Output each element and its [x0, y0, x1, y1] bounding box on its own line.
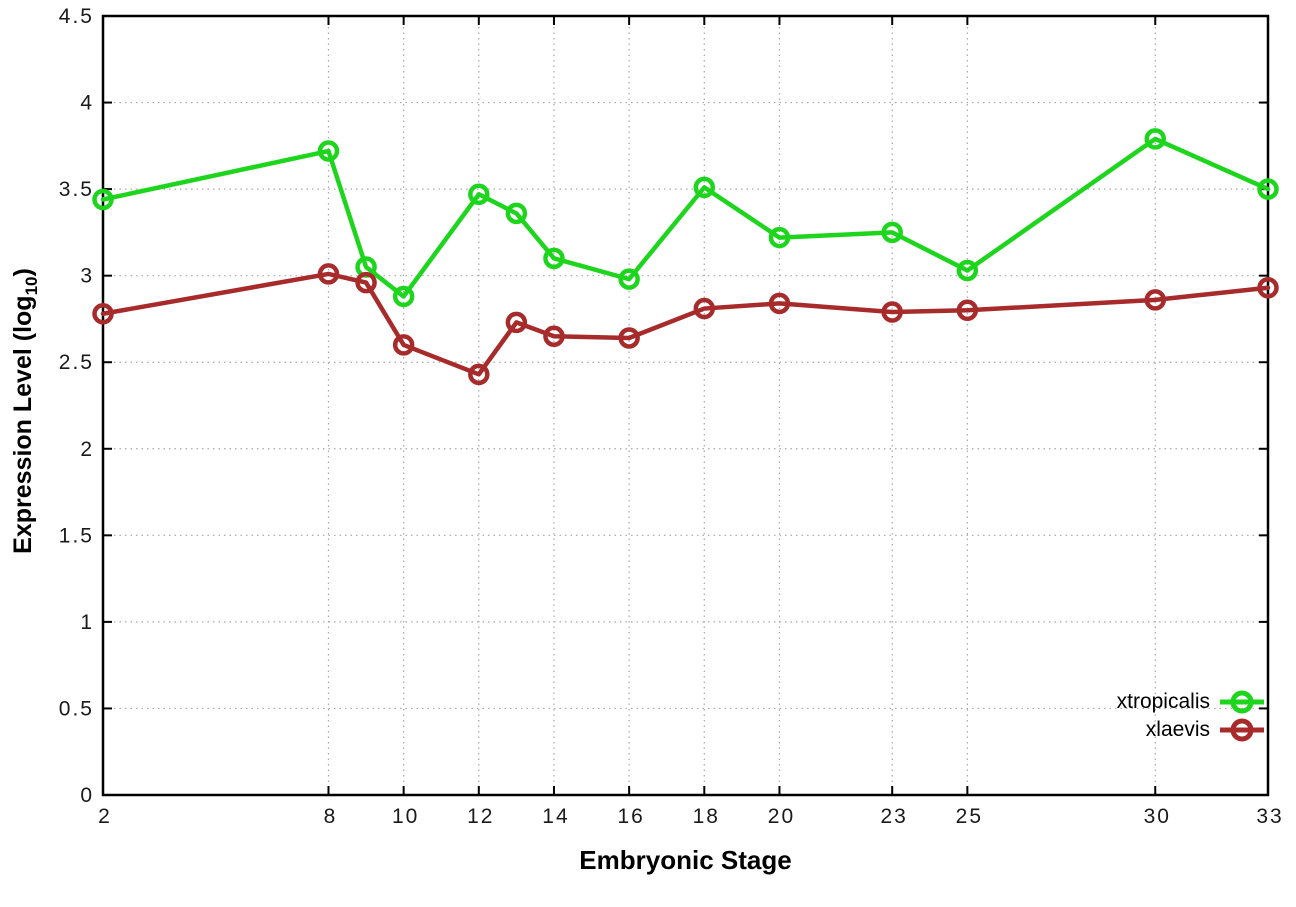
y-axis-title-suffix: ) [9, 268, 37, 277]
data-point-marker-xtropicalis [956, 259, 979, 282]
data-point-marker-xlaevis [1144, 289, 1167, 311]
legend-marker-circle-icon [1220, 718, 1264, 742]
y-tick-label: 2.5 [59, 351, 94, 374]
data-point-marker-xtropicalis [505, 202, 528, 225]
data-point-marker-xlaevis [956, 299, 979, 322]
x-tick-label: 12 [467, 805, 494, 828]
data-point-marker-xtropicalis [693, 176, 716, 199]
data-point-marker-xlaevis [355, 271, 377, 294]
data-point-marker-xlaevis [693, 297, 716, 320]
x-tick-label: 2 [98, 805, 112, 828]
y-axis-title-text: Expression Level (log [9, 295, 37, 554]
data-point-marker-xtropicalis [543, 247, 565, 270]
data-point-marker-xlaevis [543, 325, 565, 348]
data-point-marker-xlaevis [881, 301, 903, 323]
y-tick-label: 1.5 [59, 524, 94, 547]
legend: xtropicalis xlaevis [1117, 688, 1264, 743]
data-point-marker-xtropicalis [768, 226, 791, 249]
data-point-marker-xlaevis [1257, 277, 1279, 299]
data-point-marker-xtropicalis [392, 285, 415, 308]
legend-entry-xlaevis: xlaevis [1146, 716, 1264, 743]
data-point-marker-xlaevis [505, 311, 528, 334]
data-point-marker-xtropicalis [92, 188, 114, 211]
data-point-marker-xlaevis [468, 363, 490, 386]
x-tick-label: 30 [1144, 805, 1171, 828]
data-point-marker-xtropicalis [881, 221, 903, 244]
data-point-marker-xlaevis [392, 334, 415, 356]
x-tick-label: 10 [392, 805, 419, 828]
y-tick-label: 3.5 [59, 178, 94, 201]
legend-label-xtropicalis: xtropicalis [1116, 689, 1210, 713]
data-point-marker-xlaevis [317, 263, 340, 285]
series-line-xlaevis [100, 271, 1271, 377]
data-point-marker-xtropicalis [618, 268, 640, 290]
x-axis-title: Embryonic Stage [579, 845, 792, 875]
x-tick-label: 18 [693, 805, 720, 828]
data-point-marker-xtropicalis [468, 183, 490, 206]
y-tick-label: 4 [80, 92, 94, 115]
data-point-marker-xlaevis [768, 292, 791, 315]
y-tick-label: 2 [80, 438, 94, 461]
x-tick-label: 33 [1256, 805, 1283, 828]
x-tick-label: 25 [956, 805, 983, 828]
y-tick-label: 1 [80, 611, 94, 634]
y-tick-label: 4.5 [59, 5, 94, 28]
plot-frame [101, 14, 1270, 797]
legend-label-xlaevis: xlaevis [1145, 717, 1210, 741]
y-tick-label: 3 [80, 265, 94, 288]
data-point-marker-xlaevis [618, 327, 640, 349]
x-tick-label: 8 [324, 805, 338, 828]
data-point-marker-xlaevis [92, 303, 114, 325]
y-axis-title: Expression Level (log10) [9, 211, 43, 611]
x-tick-label: 20 [768, 805, 795, 828]
x-tick-label: 23 [881, 805, 908, 828]
y-tick-label: 0.5 [59, 697, 94, 720]
y-axis-title-subscript: 10 [22, 276, 41, 296]
y-tick-label: 0 [80, 784, 94, 807]
data-point-marker-xtropicalis [1257, 178, 1279, 200]
legend-marker-circle-icon [1220, 690, 1264, 714]
legend-entry-xtropicalis: xtropicalis [1117, 688, 1264, 715]
x-tick-label: 14 [542, 805, 569, 828]
series-line-xtropicalis [100, 136, 1271, 299]
x-tick-label: 16 [617, 805, 644, 828]
data-point-marker-xtropicalis [1144, 128, 1167, 150]
data-point-marker-xtropicalis [317, 140, 340, 162]
